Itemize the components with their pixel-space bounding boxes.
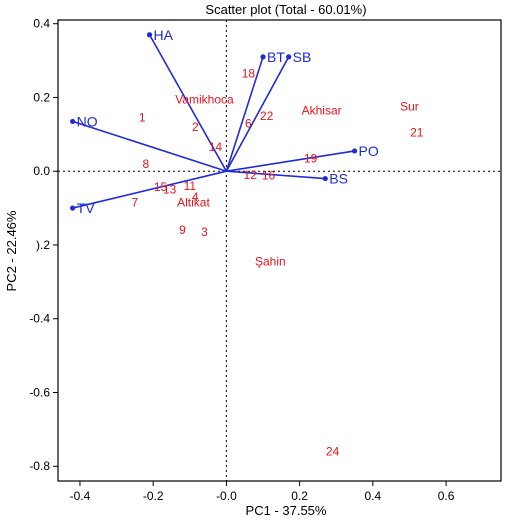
loading-vector-ha — [148, 34, 228, 172]
loading-vector-bt — [225, 56, 264, 172]
x-tick-label: 0.2 — [291, 489, 308, 503]
loading-endpoint-sb — [286, 54, 292, 60]
observation-label: 24 — [326, 444, 340, 458]
observation-label: Akhisar — [302, 103, 342, 117]
observation-label: 16 — [262, 169, 276, 183]
observation-label: Altikat — [177, 196, 210, 210]
loading-vector-sb — [225, 56, 290, 172]
y-tick-label: -0.6 — [29, 385, 50, 399]
loading-endpoint-ha — [146, 32, 153, 38]
observation-label: Vamikhoca — [175, 92, 234, 106]
observation-label: 14 — [209, 140, 223, 154]
y-tick-label: -0.4 — [29, 312, 50, 326]
y-axis-label: PC2 - 22.46% — [4, 210, 19, 291]
observation-label: 6 — [245, 116, 252, 130]
observation-label: 12 — [244, 168, 258, 182]
observation-label: 3 — [201, 225, 208, 239]
loading-vector-bs — [226, 170, 326, 180]
axis-ticks: -0.4 -0.2 -0.0 0.2 0.4 0.6 0.4 0.2 0.0 ).2 -0.4 -0.… — [29, 17, 454, 503]
observation-label: 2 — [192, 120, 199, 134]
observation-label: Sur — [400, 100, 419, 114]
loading-endpoint-no — [70, 118, 76, 125]
loading-endpoint-tv — [70, 205, 76, 211]
y-tick-label: 0.4 — [33, 17, 50, 31]
x-tick-label: -0.4 — [70, 489, 91, 503]
loading-vector-tv — [72, 170, 227, 209]
y-tick-label: -0.8 — [29, 459, 50, 473]
zero-lines — [58, 20, 501, 481]
loading-endpoint-po — [351, 148, 358, 154]
loading-vector-no — [72, 120, 227, 172]
observation-label: Şahin — [255, 255, 286, 269]
observation-label: 21 — [410, 125, 424, 139]
y-tick-label: 0.0 — [33, 164, 50, 178]
loading-endpoint-bs — [322, 175, 328, 182]
observation-label: 22 — [260, 109, 274, 123]
plot-frame — [57, 19, 502, 482]
x-tick-label: -0.0 — [216, 489, 237, 503]
observation-label: 1 — [139, 111, 146, 125]
loading-vectors: HA BT SB NO PO BS TV — [70, 27, 379, 216]
observation-labels: 123789111213141516181921222464VamikhocaA… — [132, 66, 424, 458]
x-axis-label: PC1 - 37.55% — [246, 503, 327, 518]
loading-vector-po — [226, 150, 355, 172]
x-tick-label: 0.4 — [365, 489, 382, 503]
loading-label-ha: HA — [154, 27, 174, 43]
x-tick-label: 0.6 — [438, 489, 455, 503]
observation-label: 7 — [132, 196, 139, 210]
observation-label: 19 — [304, 151, 318, 165]
y-tick-label: 0.2 — [33, 90, 50, 104]
observation-label: 4 — [192, 190, 199, 204]
loading-label-bs: BS — [329, 171, 348, 187]
loading-label-tv: TV — [77, 200, 96, 216]
observation-label: 8 — [143, 157, 150, 171]
chart-title: Scatter plot (Total - 60.01%) — [205, 2, 366, 17]
y-tick-label: ).2 — [36, 238, 50, 252]
observation-label: 11 — [184, 179, 197, 193]
loading-label-bt: BT — [267, 49, 285, 65]
loading-endpoint-bt — [260, 54, 266, 60]
loading-label-sb: SB — [293, 49, 312, 65]
loading-label-no: NO — [77, 113, 98, 129]
x-tick-label: -0.2 — [143, 489, 164, 503]
observation-label: 9 — [179, 223, 186, 237]
observation-label: 13 — [163, 183, 177, 197]
observation-label: 15 — [154, 180, 168, 194]
observation-label: 18 — [242, 66, 256, 80]
loading-label-po: PO — [359, 143, 379, 159]
